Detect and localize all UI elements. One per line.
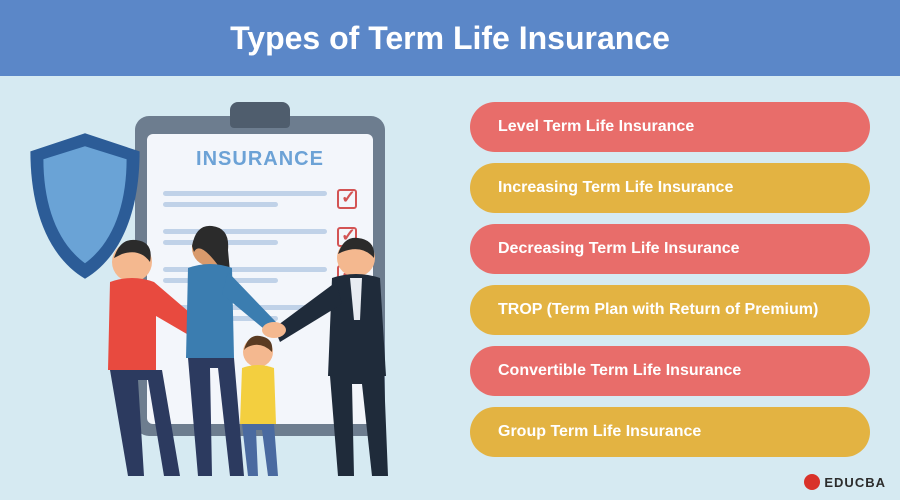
type-pill-label: Convertible Term Life Insurance <box>498 362 741 380</box>
type-pill: Decreasing Term Life Insurance <box>470 224 870 274</box>
logo-text: EDUCBA <box>824 475 886 490</box>
man-right-icon <box>274 238 388 476</box>
type-pill-label: Increasing Term Life Insurance <box>498 179 733 197</box>
header-banner: Types of Term Life Insurance <box>0 0 900 76</box>
illustration-area: INSURANCE <box>20 96 450 480</box>
type-pill-label: Level Term Life Insurance <box>498 118 694 136</box>
type-pill: Level Term Life Insurance <box>470 102 870 152</box>
people-illustration <box>70 200 430 480</box>
child-icon <box>240 336 278 476</box>
logo: EDUCBA <box>804 474 886 490</box>
type-pill: Group Term Life Insurance <box>470 407 870 457</box>
type-pill-label: Decreasing Term Life Insurance <box>498 240 740 258</box>
paper-title: INSURANCE <box>163 148 357 171</box>
type-pill-label: Group Term Life Insurance <box>498 423 701 441</box>
type-pill: Increasing Term Life Insurance <box>470 163 870 213</box>
logo-mark-icon <box>804 474 820 490</box>
page-title: Types of Term Life Insurance <box>230 20 670 57</box>
type-pill: Convertible Term Life Insurance <box>470 346 870 396</box>
type-list: Level Term Life Insurance Increasing Term… <box>470 96 870 480</box>
type-pill-label: TROP (Term Plan with Return of Premium) <box>498 301 818 319</box>
main-content: INSURANCE <box>0 76 900 500</box>
type-pill: TROP (Term Plan with Return of Premium) <box>470 285 870 335</box>
